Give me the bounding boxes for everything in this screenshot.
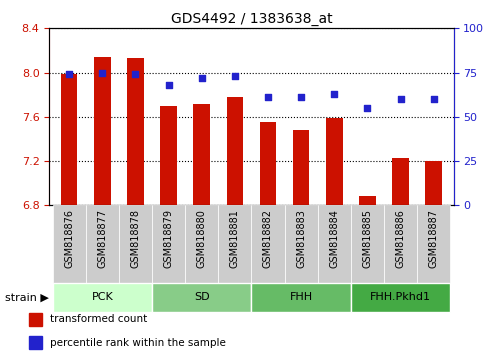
Text: GSM818878: GSM818878: [131, 209, 141, 268]
Bar: [227, 97, 243, 205]
Text: GSM818883: GSM818883: [296, 209, 306, 268]
FancyBboxPatch shape: [317, 205, 351, 283]
FancyBboxPatch shape: [251, 205, 284, 283]
Bar: [293, 130, 310, 205]
Bar: [326, 118, 343, 205]
Bar: [127, 58, 144, 205]
FancyBboxPatch shape: [251, 283, 351, 312]
Point: [198, 75, 206, 81]
Text: GSM818886: GSM818886: [395, 209, 406, 268]
FancyBboxPatch shape: [119, 205, 152, 283]
Point: [231, 73, 239, 79]
Point: [132, 72, 140, 77]
FancyBboxPatch shape: [86, 205, 119, 283]
Text: strain ▶: strain ▶: [5, 292, 49, 302]
FancyBboxPatch shape: [351, 283, 450, 312]
Point: [165, 82, 173, 88]
Text: GSM818882: GSM818882: [263, 209, 273, 268]
FancyBboxPatch shape: [218, 205, 251, 283]
Text: SD: SD: [194, 292, 210, 302]
Point: [99, 70, 106, 75]
FancyBboxPatch shape: [53, 283, 152, 312]
Text: GSM818887: GSM818887: [429, 209, 439, 268]
Text: PCK: PCK: [91, 292, 113, 302]
Point: [430, 96, 438, 102]
Text: FHH: FHH: [289, 292, 313, 302]
Title: GDS4492 / 1383638_at: GDS4492 / 1383638_at: [171, 12, 332, 26]
Bar: [193, 104, 210, 205]
Bar: [425, 161, 442, 205]
Text: GSM818884: GSM818884: [329, 209, 339, 268]
Point: [65, 72, 73, 77]
FancyBboxPatch shape: [185, 205, 218, 283]
Bar: [94, 57, 110, 205]
FancyBboxPatch shape: [284, 205, 317, 283]
Bar: [61, 74, 77, 205]
Point: [264, 95, 272, 100]
Text: GSM818885: GSM818885: [362, 209, 372, 268]
Bar: [392, 158, 409, 205]
Text: GSM818877: GSM818877: [97, 209, 107, 268]
Text: GSM818881: GSM818881: [230, 209, 240, 268]
Point: [363, 105, 371, 111]
FancyBboxPatch shape: [351, 205, 384, 283]
Point: [396, 96, 404, 102]
Text: FHH.Pkhd1: FHH.Pkhd1: [370, 292, 431, 302]
Bar: [29, 336, 42, 349]
Text: transformed count: transformed count: [50, 314, 147, 324]
Text: percentile rank within the sample: percentile rank within the sample: [50, 337, 226, 348]
Point: [297, 95, 305, 100]
FancyBboxPatch shape: [53, 205, 86, 283]
Bar: [29, 313, 42, 326]
Text: GSM818880: GSM818880: [197, 209, 207, 268]
FancyBboxPatch shape: [417, 205, 450, 283]
Bar: [359, 196, 376, 205]
Point: [330, 91, 338, 97]
Bar: [260, 122, 276, 205]
Text: GSM818879: GSM818879: [164, 209, 174, 268]
Text: GSM818876: GSM818876: [64, 209, 74, 268]
FancyBboxPatch shape: [384, 205, 417, 283]
FancyBboxPatch shape: [152, 283, 251, 312]
FancyBboxPatch shape: [152, 205, 185, 283]
Bar: [160, 106, 177, 205]
